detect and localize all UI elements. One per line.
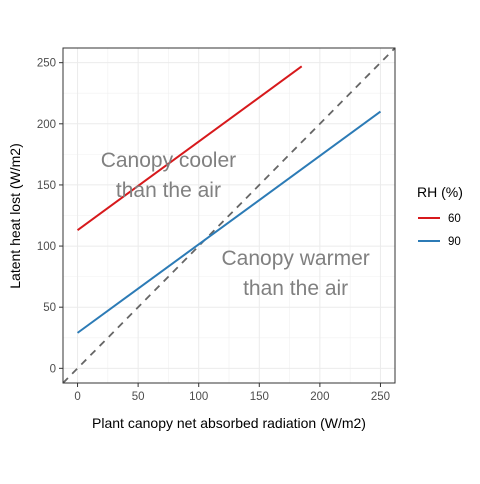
legend-label-90: 90 bbox=[448, 236, 461, 248]
legend-title: RH (%) bbox=[417, 184, 463, 200]
series-line-60 bbox=[76, 65, 303, 231]
y-tick-label: 250 bbox=[37, 58, 56, 70]
annotation-2-line-1: Canopy warmer bbox=[222, 247, 370, 270]
annotation-1-line-1: Canopy cooler bbox=[101, 149, 236, 172]
y-tick-label: 100 bbox=[37, 241, 56, 253]
x-tick-label: 50 bbox=[132, 391, 145, 403]
axes: 0 50 100 150 200 250 0 50 100 150 200 250 bbox=[37, 58, 390, 403]
y-axis-label: Latent heat lost (W/m2) bbox=[7, 143, 23, 289]
reference-line bbox=[62, 47, 396, 384]
y-tick-label: 200 bbox=[37, 119, 56, 131]
x-tick-label: 200 bbox=[310, 391, 329, 403]
y-tick-label: 50 bbox=[43, 302, 56, 314]
grid bbox=[63, 48, 395, 383]
x-tick-label: 250 bbox=[371, 391, 390, 403]
reference-line-layer bbox=[62, 47, 396, 384]
series-line-90 bbox=[76, 110, 382, 334]
panel-border bbox=[62, 47, 396, 384]
legend-label-60: 60 bbox=[448, 213, 461, 225]
x-tick-label: 100 bbox=[189, 391, 208, 403]
x-tick-label: 0 bbox=[74, 391, 80, 403]
legend-items: 60 90 bbox=[418, 213, 461, 248]
y-tick-label: 150 bbox=[37, 180, 56, 192]
annotations: Canopy cooler than the air Canopy warmer th… bbox=[101, 149, 370, 300]
annotation-1-line-2: than the air bbox=[116, 179, 221, 202]
y-tick-label: 0 bbox=[50, 363, 56, 375]
x-axis-label: Plant canopy net absorbed radiation (W/m… bbox=[92, 415, 366, 431]
legend: RH (%) 60 90 bbox=[417, 184, 463, 248]
annotation-2-line-2: than the air bbox=[243, 277, 348, 300]
series-layer bbox=[76, 65, 382, 334]
x-tick-label: 150 bbox=[250, 391, 269, 403]
